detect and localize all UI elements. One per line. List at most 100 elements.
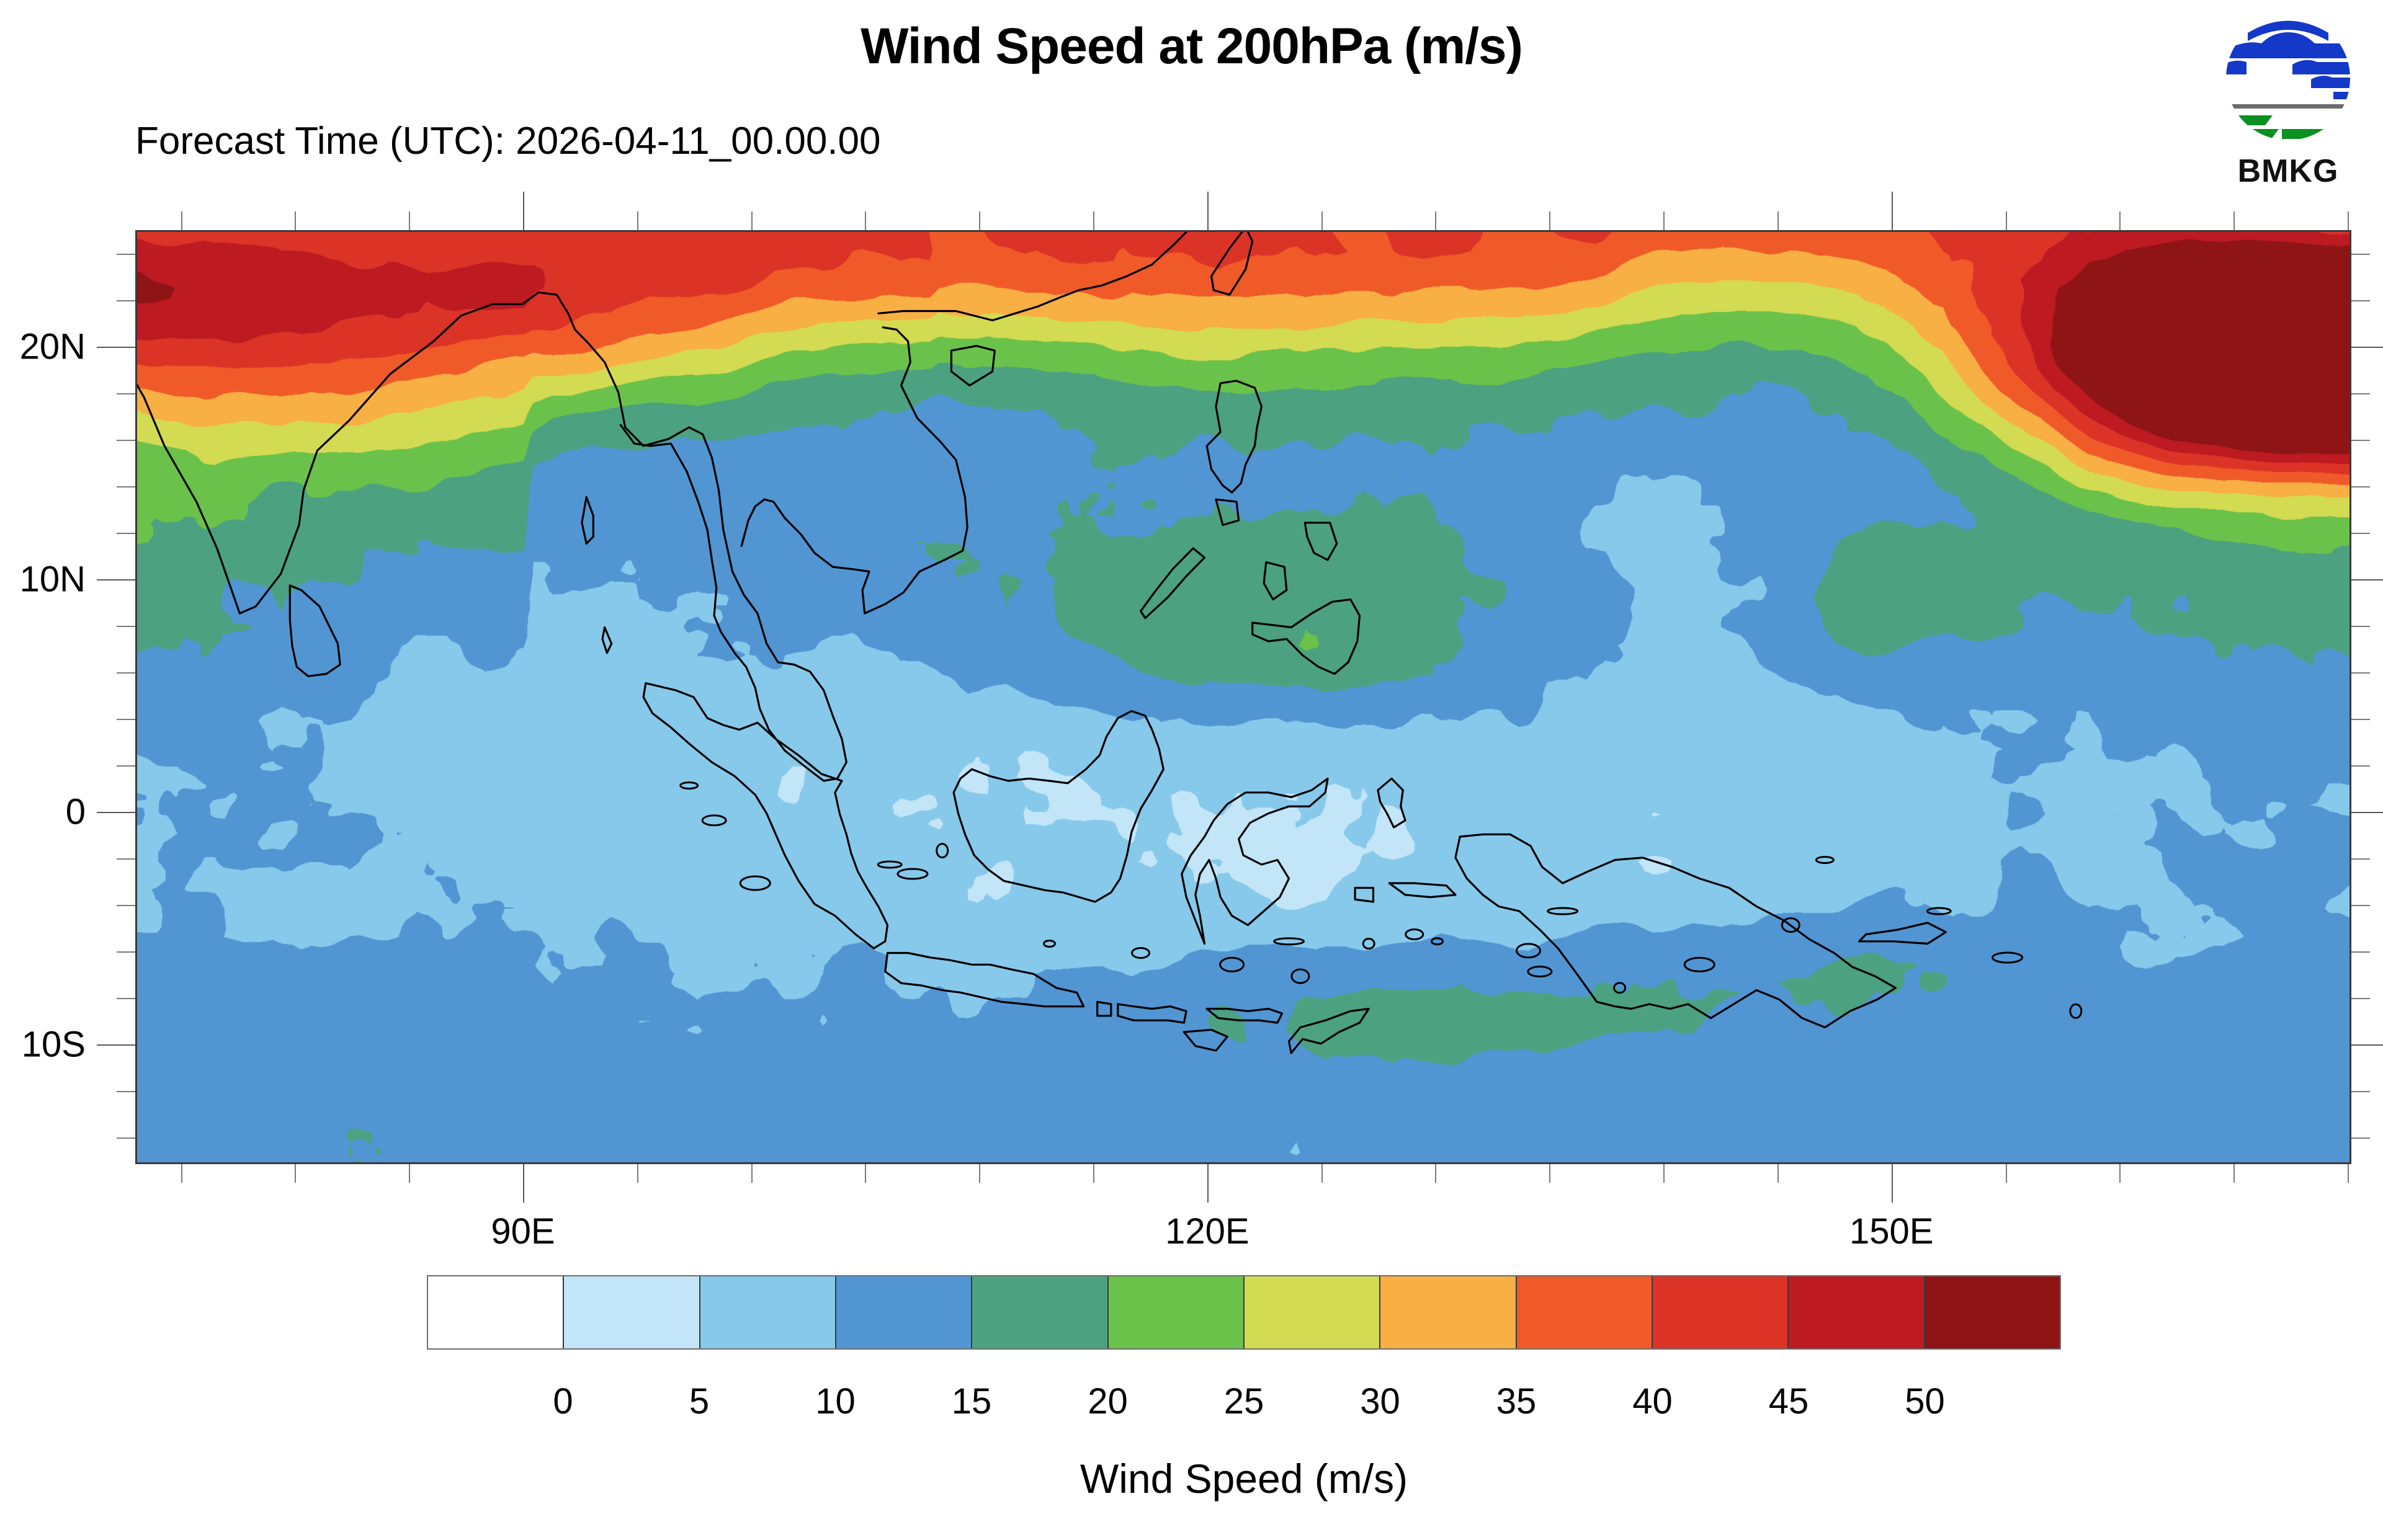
x-tick-170	[2348, 1164, 2349, 1183]
colorbar-group[interactable]: Wind Speed (m/s) 0 5 10 15 20 25 30 35 40 45 50	[427, 1275, 2061, 1502]
y-tick-right--6	[2351, 951, 2370, 953]
page-title: Wind Speed at 200hPa (m/s)	[861, 18, 1523, 74]
coastline-india-srilanka	[137, 291, 847, 782]
colorbar-swatch-orange[interactable]	[1516, 1276, 1653, 1348]
coastline-overlay	[137, 232, 2083, 1054]
y-tick-right--4	[2351, 904, 2370, 906]
colorbar-tick-0: 0	[553, 1381, 573, 1422]
x-axis-label-150E: 150E	[1849, 1211, 1934, 1252]
coastline-philippines-samar-leyte	[1303, 522, 1338, 561]
coastline-island-5	[1290, 968, 1310, 984]
colorbar-tick-10: 10	[815, 1381, 856, 1422]
coastline-hainan	[950, 345, 996, 387]
colorbar-swatch-red[interactable]	[1652, 1276, 1789, 1348]
y-axis-label-10N: 10N	[19, 559, 86, 599]
y-tick-4	[117, 718, 135, 720]
coastline-halmahera	[1377, 777, 1406, 829]
coastline-island-6	[877, 860, 903, 869]
y-tick-right-4	[2351, 718, 2370, 720]
coastline-buru	[1354, 886, 1375, 903]
y-tick-right--8	[2351, 997, 2370, 999]
y-tick-right-22	[2351, 300, 2370, 301]
y-tick-18	[117, 393, 135, 394]
coastline-new-britain	[1858, 922, 1947, 945]
y-tick-6	[117, 672, 135, 674]
y-tick-right-18	[2351, 393, 2370, 394]
x-tick-85	[409, 1164, 411, 1183]
y-tick-right-12	[2351, 532, 2370, 534]
coastline-philippines-mindanao	[1251, 598, 1361, 675]
contour-canvas	[137, 232, 2349, 1162]
colorbar-swatch-medium-blue[interactable]	[836, 1276, 973, 1348]
coastline-java	[884, 951, 1085, 1008]
x-tick-135	[1549, 1164, 1551, 1183]
colorbar-tick-25: 25	[1223, 1381, 1264, 1422]
bmkg-logo: BMKG	[2211, 5, 2366, 210]
x-axis-label-120E: 120E	[1165, 1211, 1250, 1252]
x-tick-95	[637, 1164, 638, 1183]
colorbar-tick-30: 30	[1360, 1381, 1400, 1422]
coastline-sri-lanka	[288, 584, 341, 677]
colorbar-swatch-dark-red[interactable]	[1789, 1276, 1925, 1348]
x-tick-125	[1321, 1164, 1323, 1183]
wind-speed-map[interactable]	[135, 230, 2351, 1164]
x-tick-top-75	[181, 211, 182, 230]
coastline-island-22	[1527, 966, 1553, 977]
colorbar-swatch-light-orange[interactable]	[1380, 1276, 1517, 1348]
x-tick-top-150	[1891, 192, 1893, 230]
coastline-philippines-luzon	[1205, 380, 1263, 494]
x-tick-top-80	[295, 211, 297, 230]
colorbar-swatch-light-blue[interactable]	[564, 1276, 700, 1348]
x-tick-140	[1663, 1164, 1665, 1183]
coastline-island-19	[1992, 951, 2024, 964]
y-tick-22	[117, 300, 135, 301]
y-tick-8	[117, 625, 135, 627]
y-tick-0	[97, 811, 135, 813]
colorbar-swatch-yellow-green[interactable]	[1244, 1276, 1381, 1348]
colorbar-swatch-sky-blue[interactable]	[700, 1276, 836, 1348]
y-tick-right-20	[2351, 346, 2383, 348]
colorbar-swatch-green[interactable]	[1108, 1276, 1245, 1348]
x-tick-top-165	[2233, 211, 2235, 230]
coastline-andaman	[581, 496, 594, 545]
colorbar-tick-20: 20	[1088, 1381, 1128, 1422]
y-tick-right--2	[2351, 858, 2370, 860]
x-tick-115	[1093, 1164, 1095, 1183]
x-tick-100	[751, 1164, 753, 1183]
bmkg-emblem-icon	[2226, 20, 2350, 139]
y-tick--2	[117, 858, 135, 860]
coastline-island-9	[679, 781, 699, 790]
colorbar-tick-45: 45	[1768, 1381, 1809, 1422]
colorbar-title: Wind Speed (m/s)	[1080, 1456, 1408, 1502]
y-tick--12	[117, 1090, 135, 1092]
colorbar-tick-35: 35	[1496, 1381, 1537, 1422]
coastline-philippines-negros-cebu	[1263, 561, 1288, 601]
x-tick-105	[865, 1164, 867, 1183]
colorbar-swatch-white[interactable]	[428, 1276, 565, 1348]
y-tick--10	[97, 1044, 135, 1046]
coastline-island-13	[1131, 947, 1151, 959]
x-tick-120	[1207, 1164, 1209, 1203]
y-tick-2	[117, 765, 135, 767]
coastline-lombok-sumbawa	[1117, 1003, 1187, 1024]
coastline-island-11	[739, 875, 771, 891]
x-tick-130	[1435, 1164, 1437, 1183]
x-tick-160	[2119, 1164, 2121, 1183]
colorbar-swatch-darkest-red[interactable]	[1925, 1276, 2060, 1348]
coastline-island-7	[896, 868, 929, 880]
colorbar[interactable]	[427, 1275, 2061, 1350]
coastline-island-18	[1926, 907, 1952, 915]
coastline-seram	[1388, 882, 1457, 899]
coastline-palawan	[1139, 547, 1206, 620]
x-tick-top-130	[1435, 211, 1437, 230]
coastline-bali-nusa	[1096, 1000, 1112, 1017]
coastline-island-0	[1430, 937, 1444, 946]
colorbar-swatch-teal-green[interactable]	[972, 1276, 1109, 1348]
y-tick-right-6	[2351, 672, 2370, 674]
bmkg-logo-text: BMKG	[2237, 153, 2339, 189]
y-tick-right-24	[2351, 253, 2370, 255]
coastline-sumba	[1183, 1028, 1228, 1052]
coastline-island-1	[1405, 928, 1424, 940]
y-tick-right--10	[2351, 1044, 2383, 1046]
colorbar-tick-5: 5	[689, 1381, 710, 1422]
